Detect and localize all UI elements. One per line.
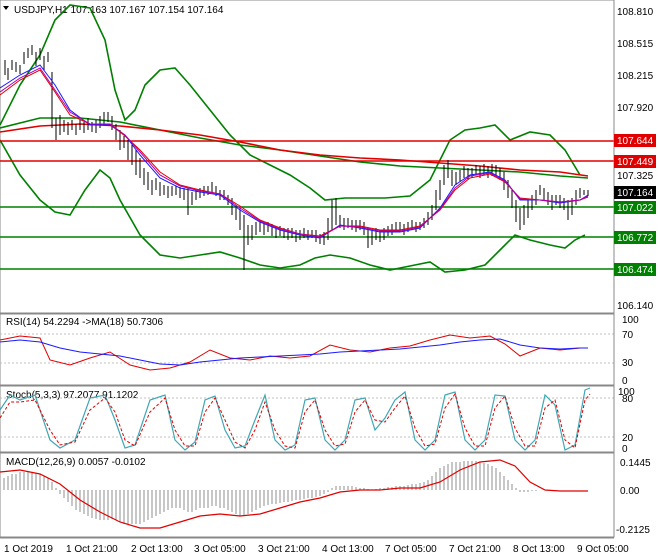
stoch-ytick: 0: [622, 444, 628, 455]
level-tag-107644: [614, 134, 656, 147]
ytick: 107.920: [617, 103, 654, 114]
stoch-pane[interactable]: Stoch(5,3,3) 97.2077 91.1202 100 80 20 0: [0, 385, 635, 455]
ytick: 108.515: [617, 39, 654, 50]
xtick: 3 Oct 05:00: [194, 544, 246, 555]
xtick: 7 Oct 21:00: [449, 544, 501, 555]
stoch-title: Stoch(5,3,3) 97.2077 91.1202: [6, 390, 139, 401]
price-candles: [4, 45, 589, 270]
macd-ytick: -0.2125: [616, 525, 650, 536]
ma-blue-fast: [0, 64, 589, 239]
stoch-signal-line: [0, 392, 591, 449]
xtick: 1 Oct 21:00: [66, 544, 118, 555]
rsi-title: RSI(14) 54.2294 ->MA(18) 50.7306: [6, 317, 163, 328]
time-axis: 1 Oct 2019 1 Oct 21:00 2 Oct 13:00 3 Oct…: [0, 537, 629, 555]
ma-magenta: [0, 67, 589, 238]
level-tag-label: 106.772: [617, 233, 654, 244]
macd-ytick: 0.00: [620, 486, 640, 497]
level-tag-label: 107.164: [617, 188, 654, 199]
stoch-ytick: 20: [622, 433, 634, 444]
level-tag-label: 107.644: [617, 136, 654, 147]
level-tag-107022: [614, 201, 656, 214]
rsi-ma-line: [0, 338, 588, 366]
level-tag-107449: [614, 155, 656, 168]
level-tag-label: 107.449: [617, 157, 654, 168]
level-tag-107164: [614, 186, 656, 199]
xtick: 7 Oct 05:00: [385, 544, 437, 555]
macd-ytick: 0.1445: [620, 458, 651, 469]
stoch-main-line: [0, 387, 591, 451]
price-pane[interactable]: USDJPY,H1 107.163 107.167 107.154 107.16…: [0, 0, 656, 314]
ytick: 106.140: [617, 301, 654, 312]
level-tag-label: 107.022: [617, 203, 654, 214]
stoch-ytick: 80: [622, 394, 634, 405]
rsi-ytick: 100: [622, 315, 639, 326]
collapse-icon[interactable]: [3, 6, 9, 10]
rsi-ytick: 30: [622, 358, 634, 369]
xtick: 1 Oct 2019: [4, 544, 53, 555]
stoch-ytick: 100: [618, 387, 635, 398]
rsi-line: [0, 334, 588, 371]
ytick: 107.325: [617, 171, 654, 182]
rsi-ytick: 70: [622, 330, 634, 341]
bollinger-upper: [0, 4, 581, 201]
macd-signal-line: [0, 459, 588, 529]
rsi-pane[interactable]: RSI(14) 54.2294 ->MA(18) 50.7306 100 70 …: [0, 313, 639, 387]
level-tag-label: 106.474: [617, 265, 654, 276]
level-tag-106474: [614, 263, 656, 276]
xtick: 2 Oct 13:00: [131, 544, 183, 555]
ytick: 108.215: [617, 71, 654, 82]
xtick: 3 Oct 21:00: [258, 544, 310, 555]
ytick: 108.810: [617, 7, 654, 18]
xtick: 9 Oct 05:00: [577, 544, 629, 555]
xtick: 8 Oct 13:00: [513, 544, 565, 555]
bollinger-lower: [0, 139, 586, 273]
macd-pane[interactable]: MACD(12,26,9) 0.0057 -0.0102 0.1445 0.00…: [0, 452, 651, 538]
xtick: 4 Oct 13:00: [322, 544, 374, 555]
rsi-ytick: 0: [622, 376, 628, 387]
price-title: USDJPY,H1 107.163 107.167 107.154 107.16…: [14, 5, 224, 16]
macd-histogram: [3, 461, 545, 524]
level-tag-106772: [614, 231, 656, 244]
macd-title: MACD(12,26,9) 0.0057 -0.0102: [6, 457, 146, 468]
